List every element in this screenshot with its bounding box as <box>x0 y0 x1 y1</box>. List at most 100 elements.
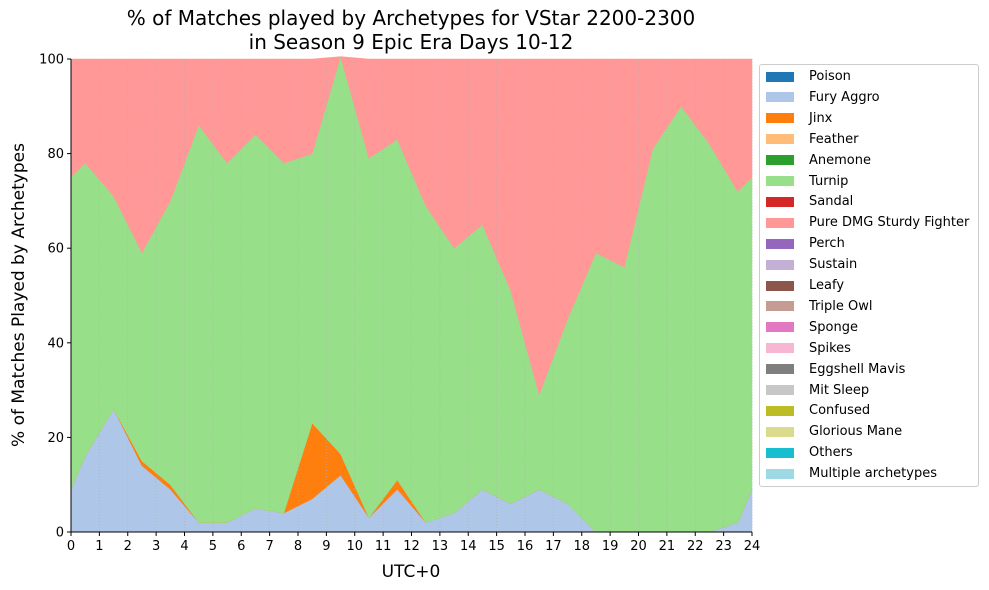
legend-label: Fury Aggro <box>809 89 880 105</box>
legend-item-turnip: Turnip <box>766 171 848 192</box>
legend-swatch <box>766 426 794 437</box>
legend-swatch <box>766 447 794 458</box>
x-tick-label: 8 <box>294 539 302 554</box>
legend-item-confused: Confused <box>766 400 870 421</box>
x-tick-label: 16 <box>517 539 534 554</box>
x-tick-label: 7 <box>265 539 273 554</box>
legend-label: Mit Sleep <box>809 382 870 398</box>
legend-swatch <box>766 113 794 124</box>
x-axis-label: UTC+0 <box>382 562 441 582</box>
x-tick-label: 10 <box>346 539 363 554</box>
x-tick-label: 17 <box>545 539 562 554</box>
legend-label: Anemone <box>809 152 871 168</box>
legend-swatch <box>766 259 794 270</box>
legend-swatch <box>766 176 794 186</box>
legend-swatch <box>766 301 794 312</box>
legend-item-anemone: Anemone <box>766 150 871 171</box>
x-tick-label: 6 <box>237 539 245 554</box>
x-tick-label: 1 <box>95 539 103 554</box>
legend-swatch <box>766 343 794 354</box>
y-axis-label: % of Matches Played by Archetypes <box>9 143 29 447</box>
legend-label: Jinx <box>809 110 833 126</box>
legend-item-triple-owl: Triple Owl <box>766 296 872 317</box>
x-tick-label: 11 <box>375 539 392 554</box>
x-tick-label: 24 <box>744 539 761 554</box>
legend-swatch <box>766 405 794 416</box>
x-tick-label: 14 <box>460 539 477 554</box>
legend-item-mit-sleep: Mit Sleep <box>766 380 869 401</box>
legend-label: Triple Owl <box>809 298 873 314</box>
area-pure-dmg-sturdy-fighter <box>70 55 753 396</box>
legend-label: Multiple archetypes <box>809 466 937 482</box>
x-tick-label: 21 <box>659 539 676 554</box>
legend-label: Others <box>809 445 853 461</box>
legend-label: Sustain <box>809 257 858 273</box>
x-tick-label: 18 <box>573 539 590 554</box>
legend-swatch <box>766 322 794 333</box>
x-tick-label: 2 <box>124 539 132 554</box>
area-layers <box>70 55 753 533</box>
legend-label: Sandal <box>809 194 854 210</box>
legend-item-sustain: Sustain <box>766 254 857 275</box>
vertical-gridlines <box>70 59 753 532</box>
chart-legend: Poison Fury Aggro Jinx Feather Anemone Turnip… <box>759 64 979 487</box>
legend-swatch <box>766 238 794 249</box>
legend-label: Eggshell Mavis <box>809 361 906 377</box>
legend-item-leafy: Leafy <box>766 275 844 296</box>
legend-item-jinx: Jinx <box>766 108 832 129</box>
legend-item-sponge: Sponge <box>766 317 858 338</box>
legend-swatch <box>766 468 794 479</box>
x-axis-ticks: 0 1 2 3 4 5 6 7 8 9 10 11 12 13 14 15 16 17 18 19 20 21 22 23 24 <box>67 532 760 554</box>
x-tick-label: 3 <box>152 539 160 554</box>
chart-title-line2: in Season 9 Epic Era Days 10-12 <box>249 30 574 54</box>
y-tick-label: 80 <box>47 147 64 162</box>
legend-swatch <box>766 196 794 207</box>
legend-item-poison: Poison <box>766 66 851 87</box>
legend-item-fury-aggro: Fury Aggro <box>766 87 880 108</box>
legend-label: Poison <box>809 69 851 84</box>
y-tick-label: 20 <box>47 431 64 446</box>
legend-swatch <box>766 155 794 166</box>
x-tick-label: 19 <box>602 539 619 554</box>
legend-label: Spikes <box>809 340 851 356</box>
legend-item-spikes: Spikes <box>766 338 851 359</box>
legend-swatch <box>766 364 794 375</box>
legend-label: Feather <box>809 131 859 147</box>
legend-item-sandal: Sandal <box>766 191 853 212</box>
y-axis-ticks: 0 20 40 60 80 100 <box>39 53 71 541</box>
x-tick-label: 12 <box>403 539 420 554</box>
x-tick-label: 5 <box>209 539 217 554</box>
legend-swatch <box>766 217 794 228</box>
legend-swatch <box>766 71 794 82</box>
legend-label: Leafy <box>809 278 845 293</box>
y-tick-label: 40 <box>47 336 64 351</box>
x-tick-label: 23 <box>715 539 732 554</box>
y-tick-label: 0 <box>56 526 64 541</box>
legend-label: Pure DMG Sturdy Fighter <box>809 215 970 231</box>
x-tick-label: 22 <box>687 539 704 554</box>
legend-item-glorious-mane: Glorious Mane <box>766 421 902 442</box>
legend-label: Glorious Mane <box>809 424 903 440</box>
legend-item-multiple-archetypes: Multiple archetypes <box>766 463 937 484</box>
chart-title-line1: % of Matches played by Archetypes for VS… <box>127 6 696 30</box>
legend-item-others: Others <box>766 442 853 463</box>
legend-label: Turnip <box>809 173 849 189</box>
x-tick-label: 13 <box>432 539 449 554</box>
y-tick-label: 100 <box>39 53 64 68</box>
legend-item-feather: Feather <box>766 129 858 150</box>
legend-item-pure-dmg-sturdy-fighter: Pure DMG Sturdy Fighter <box>766 212 969 233</box>
y-tick-label: 60 <box>47 242 64 257</box>
legend-swatch <box>766 280 794 291</box>
legend-label: Sponge <box>809 319 858 335</box>
x-tick-label: 15 <box>488 539 505 554</box>
legend-label: Perch <box>809 236 845 252</box>
legend-item-perch: Perch <box>766 233 845 254</box>
x-tick-label: 0 <box>67 539 75 554</box>
legend-swatch <box>766 92 794 103</box>
legend-swatch <box>766 134 794 145</box>
x-tick-label: 9 <box>322 539 330 554</box>
legend-item-eggshell-mavis: Eggshell Mavis <box>766 359 905 380</box>
x-tick-label: 20 <box>630 539 647 554</box>
legend-swatch <box>766 385 794 395</box>
